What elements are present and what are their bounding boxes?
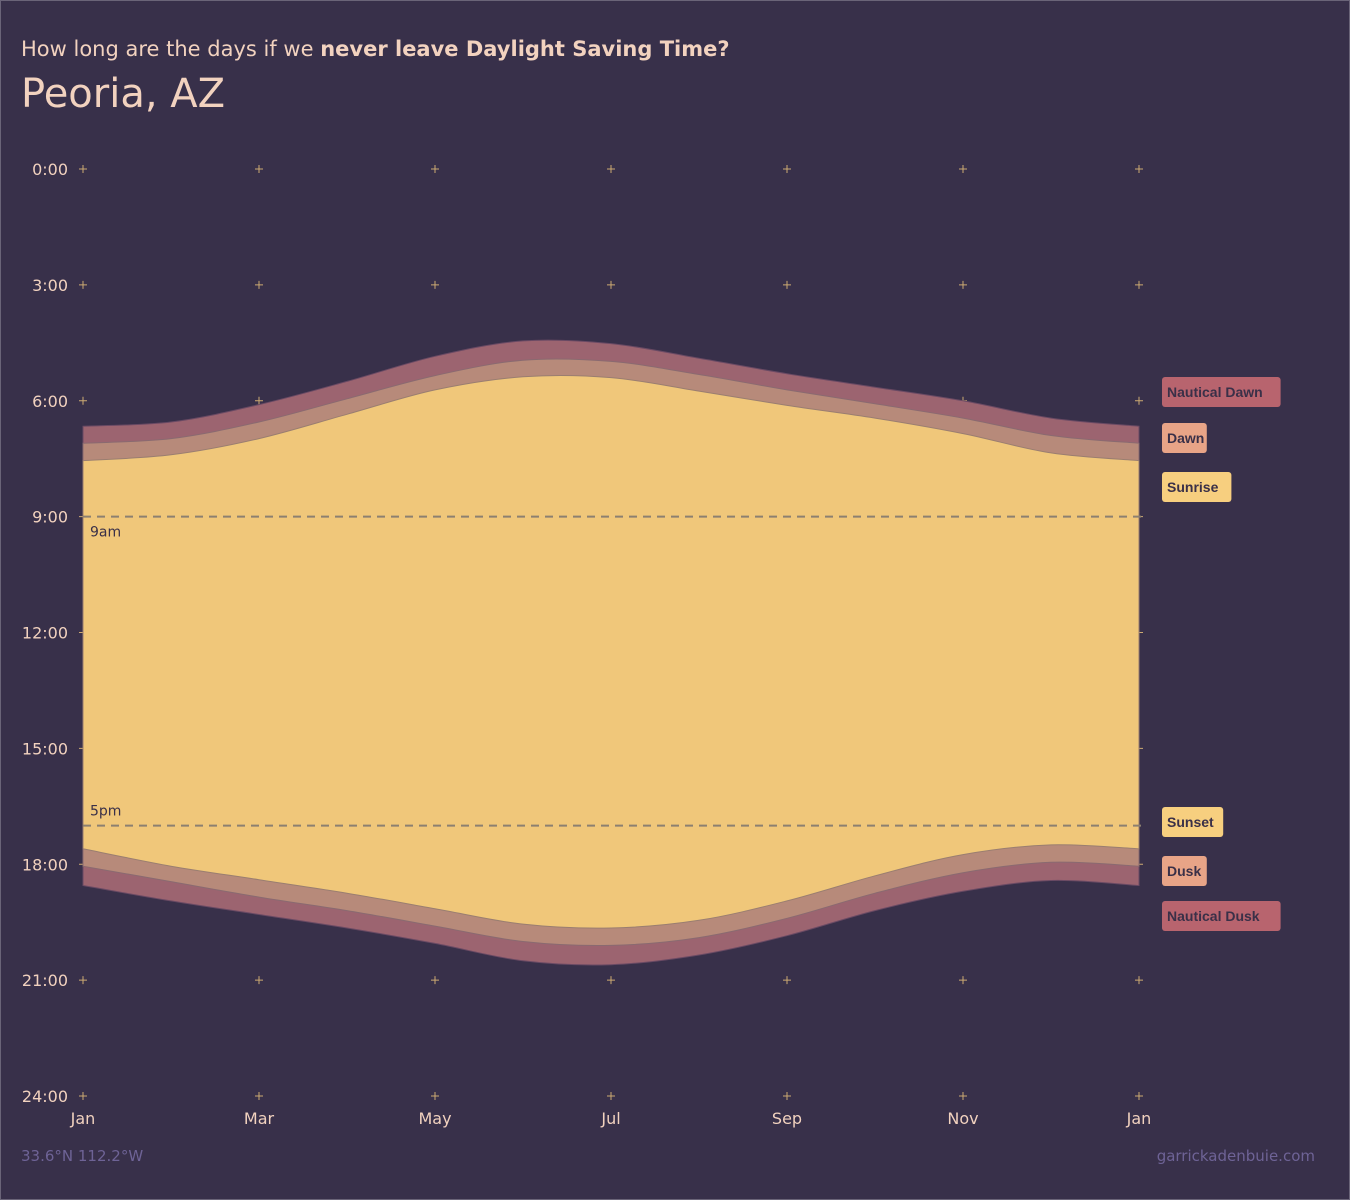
chart-title: Peoria, AZ (21, 71, 226, 117)
grid-plus-mark (255, 976, 263, 985)
grid-plus-mark (255, 280, 263, 289)
legend-badge-sunset (1162, 807, 1224, 837)
grid-plus-mark (783, 1092, 791, 1100)
legend-label-dusk: Dusk (1167, 863, 1201, 879)
grid-plus-mark (1135, 976, 1143, 985)
subtitle-plain: How long are the days if we (21, 37, 314, 61)
x-tick-label: Mar (244, 1109, 275, 1128)
band-daylight (82, 374, 1140, 929)
grid-plus-mark (959, 976, 967, 985)
legend-label-nautical-dawn: Nautical Dawn (1167, 384, 1263, 400)
y-tick-label: 15:00 (22, 739, 68, 758)
y-tick-label: 12:00 (22, 624, 68, 643)
grid-plus-mark (79, 165, 87, 173)
chart-subtitle: How long are the days if we never leave … (21, 37, 730, 61)
y-tick-label: 3:00 (32, 276, 68, 295)
grid-plus-mark (255, 396, 263, 405)
x-tick-label: Jan (1126, 1109, 1152, 1128)
reference-label-5pm: 5pm (90, 804, 121, 820)
grid-plus-mark (1135, 396, 1143, 405)
grid-plus-mark (431, 1092, 439, 1100)
grid-plus-mark (783, 280, 791, 289)
grid-plus-mark (959, 165, 967, 173)
grid-plus-mark (431, 165, 439, 173)
grid-plus-mark (783, 165, 791, 173)
legend-label-nautical-dusk: Nautical Dusk (1167, 908, 1260, 924)
grid-plus-mark (1135, 280, 1143, 289)
location-coordinates: 33.6°N 112.2°W (21, 1147, 144, 1165)
legend-label-sunset: Sunset (1167, 814, 1214, 830)
site-credit: garrickadenbuie.com (1156, 1147, 1315, 1165)
y-tick-label: 24:00 (22, 1087, 68, 1106)
x-tick-label: May (418, 1109, 451, 1128)
y-tick-label: 6:00 (32, 392, 68, 411)
grid-plus-mark (959, 1092, 967, 1100)
grid-plus-mark (79, 280, 87, 289)
x-tick-label: Jan (70, 1109, 96, 1128)
reference-label-9am: 9am (90, 525, 121, 541)
grid-plus-mark (255, 1092, 263, 1100)
grid-plus-mark (255, 165, 263, 173)
legend-badge-dusk (1162, 856, 1207, 886)
grid-plus-mark (79, 976, 87, 985)
legend-badge-nautical-dawn (1162, 377, 1281, 407)
y-tick-label: 9:00 (32, 508, 68, 527)
grid-plus-mark (79, 1092, 87, 1100)
grid-plus-mark (783, 976, 791, 985)
grid-plus-mark (607, 165, 615, 173)
grid-plus-mark (1135, 165, 1143, 173)
x-tick-label: Jul (600, 1109, 620, 1128)
grid-plus-mark (1135, 1092, 1143, 1100)
y-tick-label: 21:00 (22, 971, 68, 990)
grid-plus-mark (607, 976, 615, 985)
grid-plus-mark (607, 280, 615, 289)
grid-plus-mark (959, 280, 967, 289)
grid-plus-mark (431, 280, 439, 289)
y-tick-label: 0:00 (32, 160, 68, 179)
legend-label-dawn: Dawn (1167, 430, 1204, 446)
grid-plus-mark (607, 1092, 615, 1100)
legend-badge-nautical-dusk (1162, 901, 1281, 931)
legend-label-sunrise: Sunrise (1167, 479, 1219, 495)
legend-badge-dawn (1162, 423, 1207, 453)
grid-plus-mark (79, 396, 87, 405)
subtitle-bold: never leave Daylight Saving Time? (320, 37, 730, 61)
x-tick-label: Nov (947, 1109, 978, 1128)
y-tick-label: 18:00 (22, 855, 68, 874)
grid-plus-mark (431, 976, 439, 985)
legend-badge-sunrise (1162, 472, 1232, 502)
x-tick-label: Sep (772, 1109, 802, 1128)
